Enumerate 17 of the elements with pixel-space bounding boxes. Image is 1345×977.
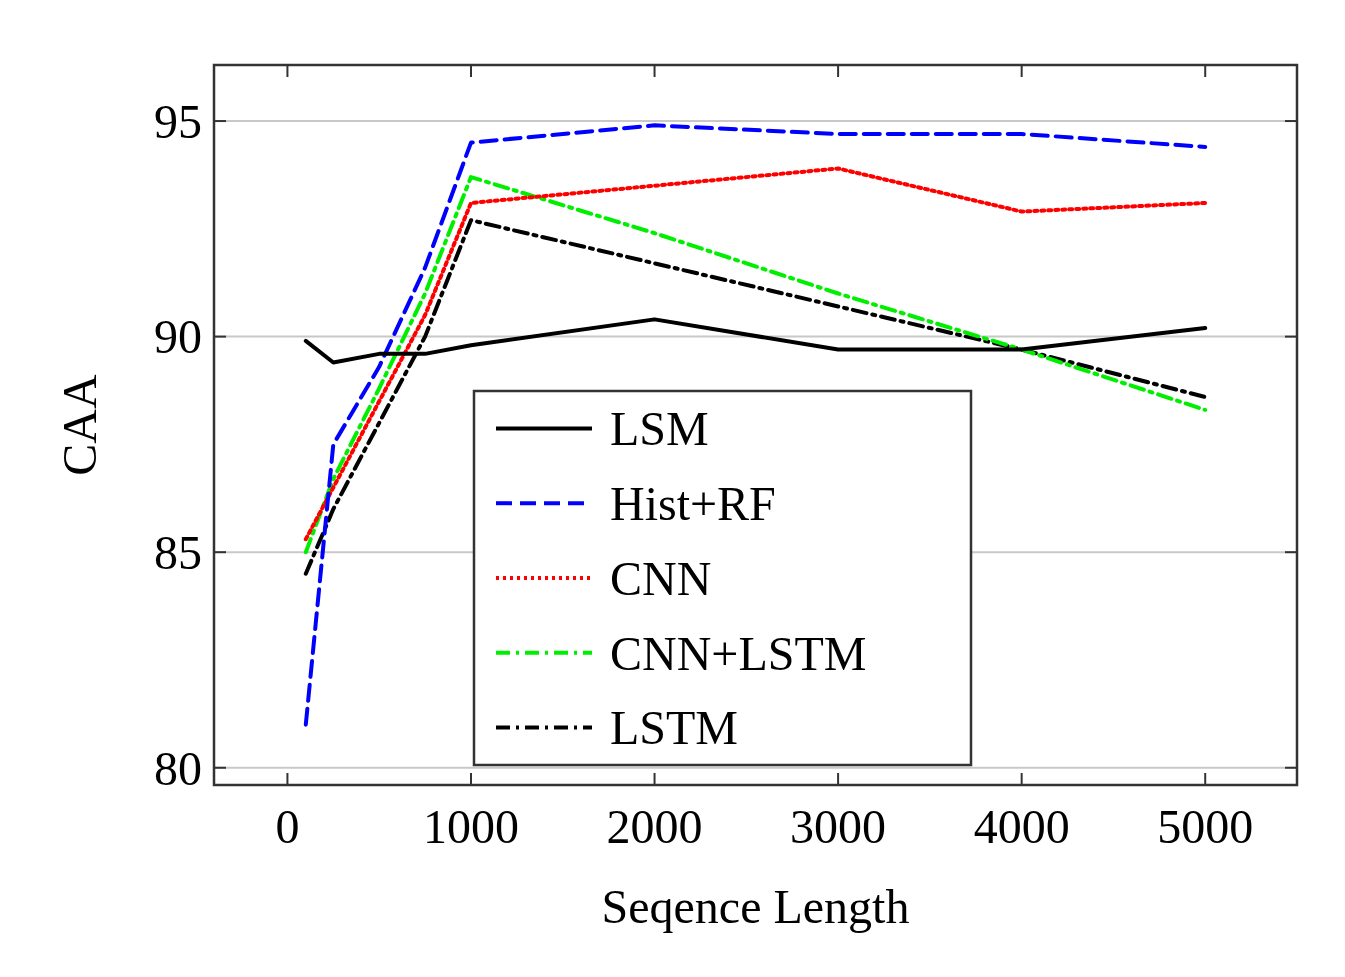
y-tick-label: 95 (154, 94, 202, 148)
x-tick-label: 1000 (422, 800, 519, 853)
legend-label: LSM (610, 402, 709, 456)
x-tick-label: 4000 (973, 800, 1070, 853)
x-tick-label: 5000 (1157, 800, 1254, 853)
legend-label: CNN+LSTM (610, 626, 867, 680)
y-tick-label: 85 (154, 525, 202, 579)
legend-label: CNN (610, 551, 712, 605)
x-tick-label: 3000 (790, 800, 887, 853)
legend-label: Hist+RF (610, 477, 776, 530)
y-tick-label: 80 (154, 741, 202, 795)
x-tick-label: 0 (275, 800, 300, 853)
x-axis-title: Seqence Length (601, 880, 910, 933)
y-tick-label: 90 (154, 310, 202, 364)
legend-label: LSTM (610, 701, 739, 755)
x-tick-label: 2000 (606, 800, 703, 853)
y-axis-title: CAA (53, 373, 106, 476)
